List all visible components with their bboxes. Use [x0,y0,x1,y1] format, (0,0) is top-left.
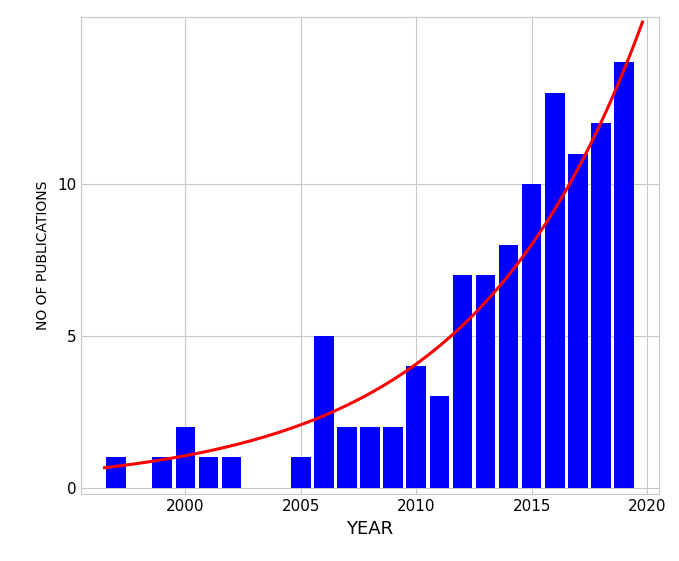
Bar [522,184,541,488]
Bar [337,427,356,488]
Bar [291,457,310,488]
Bar [430,397,449,488]
Bar [476,275,495,488]
Bar [199,457,218,488]
Bar [545,93,564,488]
Bar [384,427,403,488]
Bar [614,62,634,488]
Bar [591,123,610,488]
Bar [499,245,518,488]
Bar [453,275,472,488]
X-axis label: YEAR: YEAR [346,521,394,539]
Bar [107,457,126,488]
Bar [407,366,426,488]
Bar [314,335,333,488]
Bar [153,457,172,488]
Bar [222,457,241,488]
Bar [176,427,195,488]
Y-axis label: NO OF PUBLICATIONS: NO OF PUBLICATIONS [37,181,50,330]
Bar [361,427,380,488]
Bar [568,154,587,488]
